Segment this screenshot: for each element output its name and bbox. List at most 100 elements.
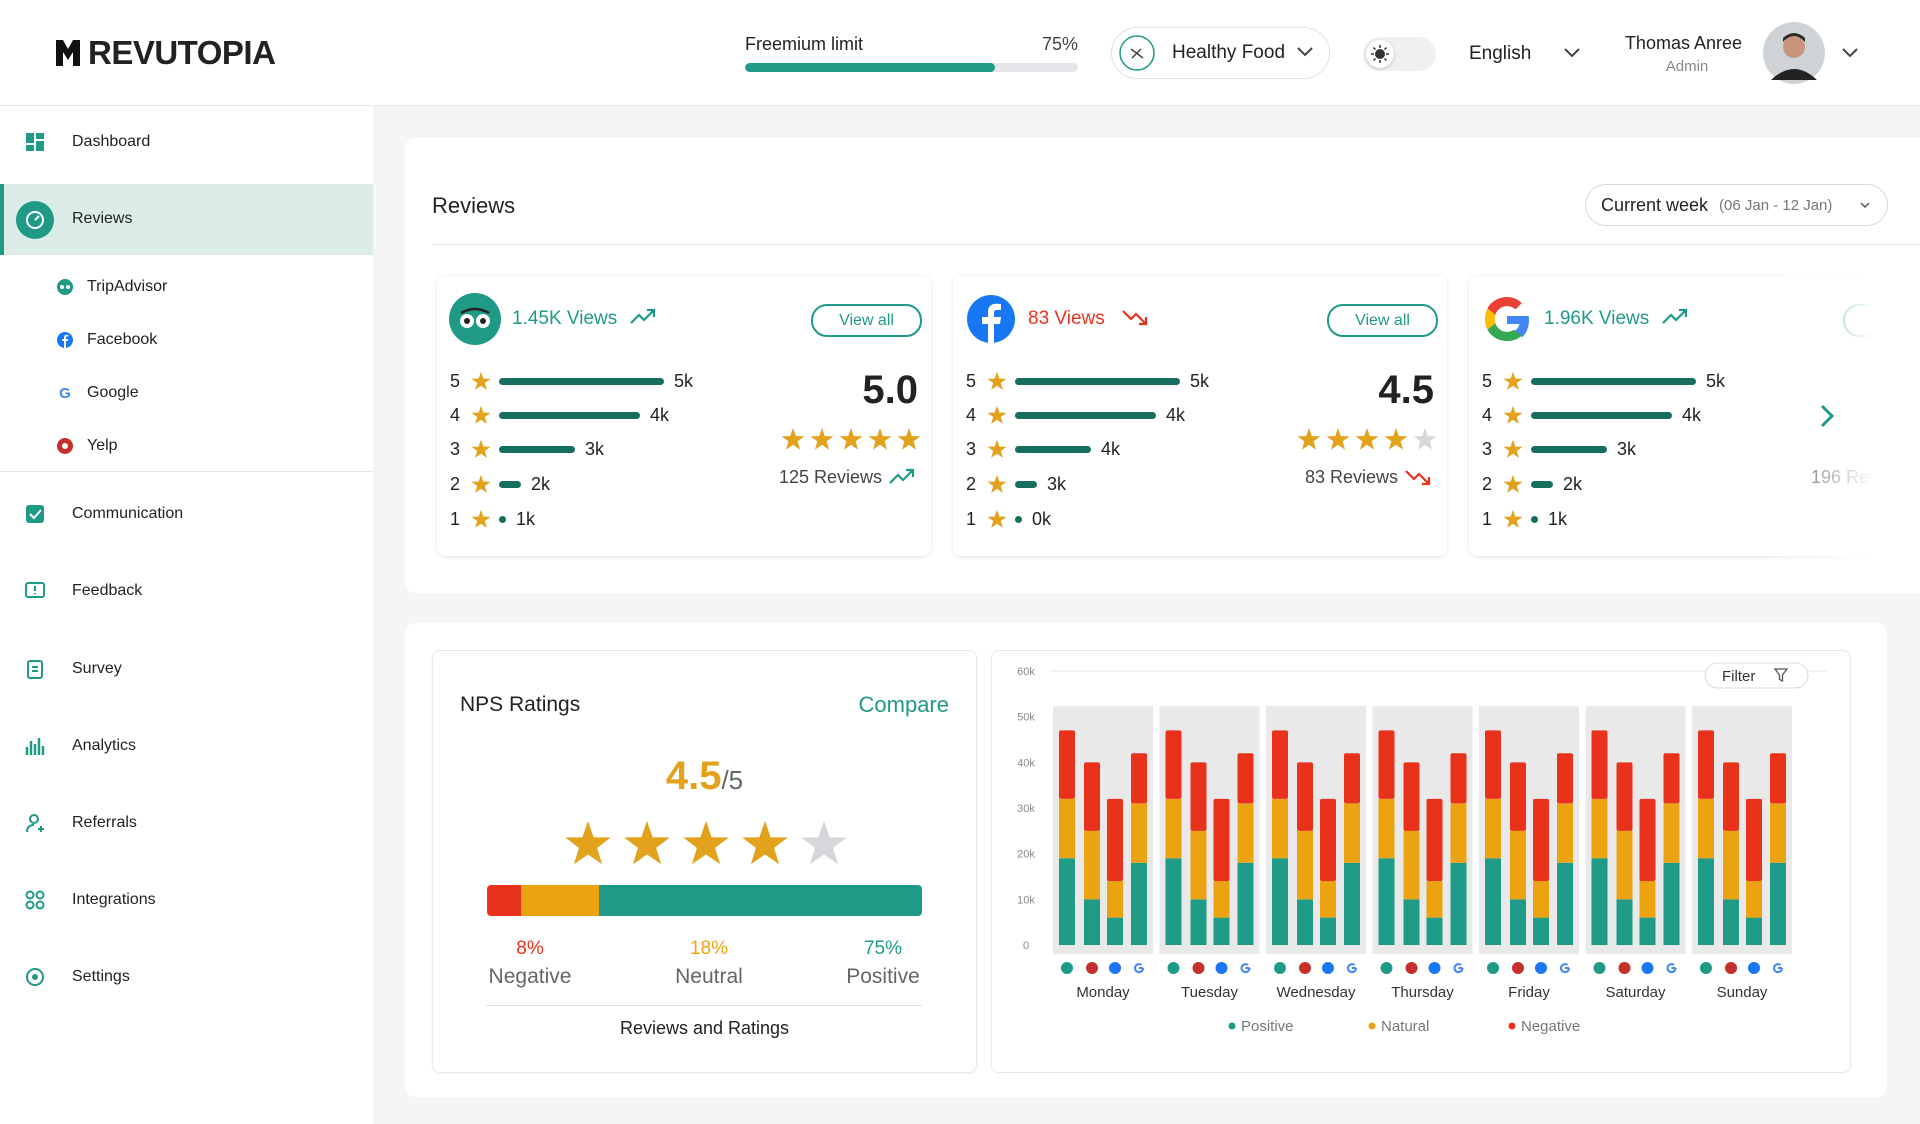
sub-nav-label[interactable]: Yelp xyxy=(87,437,118,454)
rating: 5.0 xyxy=(862,368,918,412)
period-select[interactable]: Current week (06 Jan - 12 Jan) xyxy=(1585,184,1888,226)
source-icon xyxy=(1428,962,1441,974)
rating-bar xyxy=(499,446,575,453)
nav-item-active[interactable] xyxy=(0,184,373,255)
bar-segment xyxy=(1639,917,1656,945)
bar-segment xyxy=(1485,730,1501,799)
bar-segment xyxy=(1770,862,1786,945)
bar-segment xyxy=(1272,798,1288,859)
sidebar: Dashboard Reviews Communication Feedback Sur… xyxy=(0,106,373,1124)
source-icon xyxy=(1109,962,1121,974)
x-tick-label: Friday xyxy=(1508,984,1550,1001)
bar-segment xyxy=(1213,798,1230,882)
nav-label: Reviews xyxy=(72,210,133,227)
star-icon xyxy=(987,439,1007,464)
nav-label[interactable]: Communication xyxy=(72,505,184,522)
nps-category: Neutral xyxy=(675,965,743,988)
freemium-value: 75% xyxy=(1041,34,1078,54)
bar-segment xyxy=(1059,858,1075,945)
sub-nav-label[interactable]: TripAdvisor xyxy=(87,278,168,295)
bar-segment xyxy=(1770,753,1786,804)
bar-segment xyxy=(1639,798,1656,882)
rating-bar xyxy=(1531,412,1672,419)
nps-card: NPS Ratings Compare 4.5/5 Reviews and Ra… xyxy=(432,650,977,1073)
nav-label[interactable]: Integrations xyxy=(72,891,156,908)
nav-icon xyxy=(24,889,46,916)
source-icon xyxy=(1322,962,1334,974)
trend-icon xyxy=(1661,307,1689,334)
next-arrow[interactable] xyxy=(1815,402,1839,435)
nav-label[interactable]: Survey xyxy=(72,660,122,677)
nps-percent: 8% xyxy=(516,938,544,959)
bar-segment xyxy=(1213,917,1230,945)
avatar[interactable] xyxy=(1763,22,1825,84)
nps-percent: 18% xyxy=(689,938,729,959)
divider xyxy=(432,244,1920,245)
nav-icon xyxy=(24,131,46,158)
bar-segment xyxy=(1107,798,1123,882)
business-select[interactable]: Healthy Food xyxy=(1111,27,1330,79)
nps-percent: 75% xyxy=(863,938,903,959)
legend-dot xyxy=(1228,1022,1236,1030)
y-tick-label: 60k xyxy=(1017,666,1035,678)
bar-segment xyxy=(1131,753,1147,804)
nps-star xyxy=(741,819,789,872)
rating-count: 5k xyxy=(674,371,694,391)
user-name: Thomas Anree xyxy=(1624,33,1742,53)
bar-segment xyxy=(1344,862,1360,945)
compare[interactable]: Compare xyxy=(858,692,949,717)
star-icon xyxy=(1503,439,1523,464)
bar-segment xyxy=(1378,730,1395,799)
bar-segment xyxy=(1450,862,1467,945)
trend-icon xyxy=(629,307,657,334)
source-icon xyxy=(1593,962,1606,974)
rating-star xyxy=(781,427,805,456)
nav-label[interactable]: Settings xyxy=(72,968,130,985)
logo-text: REVUTOPIA xyxy=(88,34,276,71)
bar-segment xyxy=(1616,762,1633,831)
bar-segment xyxy=(1272,858,1288,945)
rating-star xyxy=(1413,427,1437,456)
view-all[interactable]: View all xyxy=(811,304,922,337)
legend-dot xyxy=(1508,1022,1516,1030)
bar-segment xyxy=(1616,899,1633,945)
bar-segment xyxy=(1533,917,1549,945)
rating: 4.5 xyxy=(1378,368,1434,412)
nav-icon xyxy=(16,201,54,239)
star-number: 1 xyxy=(966,509,977,529)
nav-label[interactable]: Referrals xyxy=(72,814,137,831)
rating-star xyxy=(1297,427,1321,456)
nav-label[interactable]: Dashboard xyxy=(72,133,151,150)
rating-count: 4k xyxy=(650,405,670,425)
source-icon xyxy=(1274,962,1286,974)
bar-segment xyxy=(1084,830,1100,900)
source-icon xyxy=(1560,963,1571,974)
bar-segment xyxy=(1190,830,1207,900)
svg-text:G: G xyxy=(59,385,71,401)
language[interactable]: English xyxy=(1469,43,1532,64)
bar-segment xyxy=(1533,798,1549,882)
nav-label[interactable]: Feedback xyxy=(72,582,143,599)
rating-count: 0k xyxy=(1032,509,1052,529)
rating-star xyxy=(897,427,921,456)
review-count: 125 Reviews xyxy=(778,467,882,487)
rating-count: 4k xyxy=(1166,405,1186,425)
divider xyxy=(0,471,373,472)
filter-button[interactable]: Filter xyxy=(1704,662,1809,689)
sub-nav-label[interactable]: Google xyxy=(87,384,139,401)
bar-segment xyxy=(1403,830,1420,900)
bar-segment xyxy=(1084,899,1100,945)
theme-toggle[interactable] xyxy=(1363,37,1436,71)
source-icon xyxy=(1641,962,1654,974)
trend-icon xyxy=(1121,307,1149,334)
header: REVUTOPIA Freemium limit 75% Healthy Foo… xyxy=(0,0,1920,106)
rating-bar xyxy=(1531,516,1538,523)
business-name: Healthy Food xyxy=(1172,42,1286,63)
bar-segment xyxy=(1723,899,1739,945)
nav-label[interactable]: Analytics xyxy=(72,737,137,754)
rating-bar xyxy=(499,516,506,523)
nav-icon xyxy=(24,735,46,762)
sub-nav-label[interactable]: Facebook xyxy=(87,331,158,348)
business-icon xyxy=(1119,35,1155,71)
view-all[interactable]: View all xyxy=(1327,304,1438,337)
